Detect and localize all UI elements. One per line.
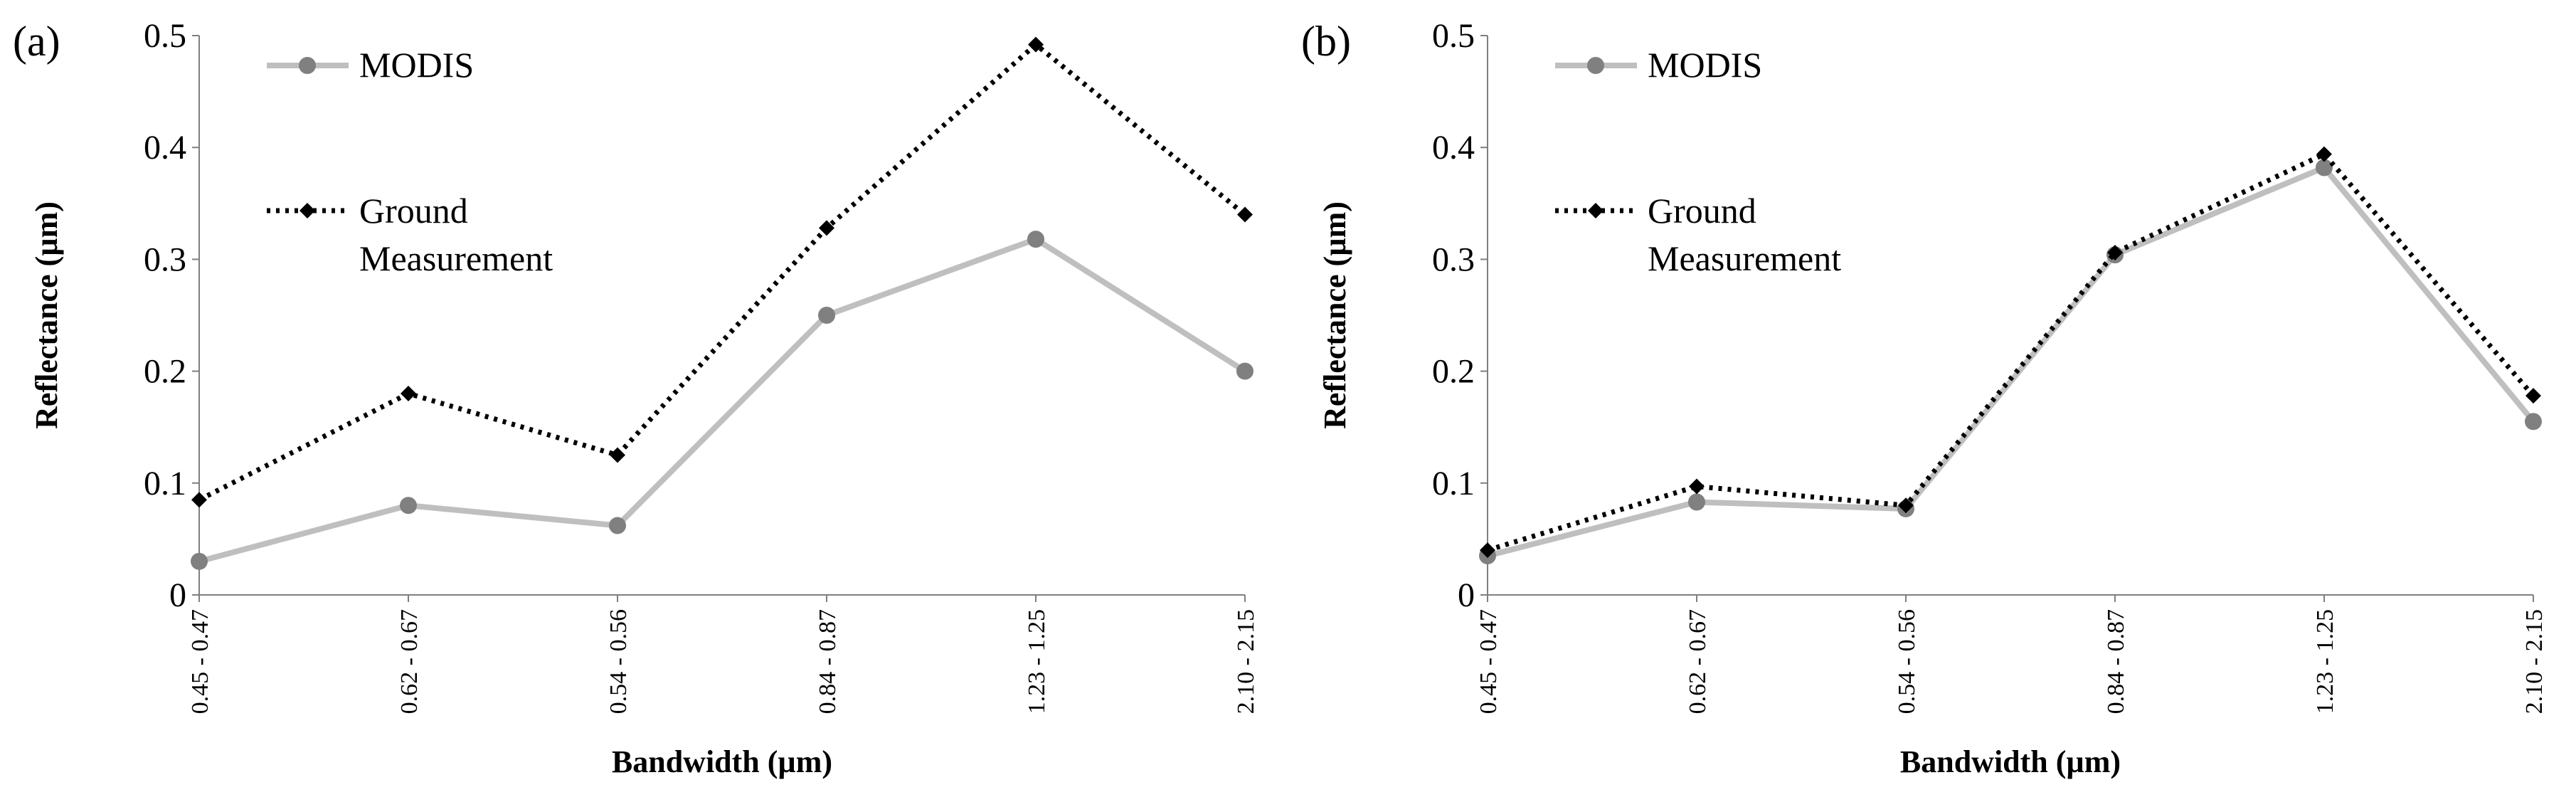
chart-a: (a) 0 0.1 0.2 0.3 0.4 0.5 0.45 - 0.47 0.62 - 0.6… <box>13 17 1259 779</box>
ground-measurement-point <box>819 220 834 236</box>
modis-point <box>2316 159 2333 176</box>
legend-modis-marker <box>1587 57 1604 74</box>
y-tick-label: 0.5 <box>1432 17 1475 55</box>
ground-measurement-point <box>191 492 207 508</box>
ground-measurement-point <box>1237 206 1253 223</box>
y-tick-label: 0.1 <box>1432 465 1475 502</box>
y-tick-label: 0.3 <box>144 241 186 278</box>
legend-ground-label-line1: Ground <box>359 191 468 231</box>
modis-point <box>400 497 417 515</box>
y-tick-label: 0.4 <box>1432 129 1475 167</box>
x-tick-label: 0.45 - 0.47 <box>1475 609 1502 714</box>
modis-point <box>1027 231 1044 248</box>
ground-measurement-point <box>2525 388 2541 404</box>
x-tick-label: 1.23 - 1.25 <box>2312 609 2338 714</box>
legend-ground-label-line2: Measurement <box>359 238 553 278</box>
y-tick-label: 0.5 <box>144 17 186 55</box>
legend-modis-label: MODIS <box>359 45 474 85</box>
modis-point <box>818 307 835 324</box>
legend-ground-label-line1: Ground <box>1648 191 1756 231</box>
y-tick-label: 0.1 <box>144 465 186 502</box>
panel-label-a: (a) <box>13 18 60 65</box>
panel-label-b: (b) <box>1301 18 1351 65</box>
ground-measurement-point <box>610 447 625 463</box>
ground-measurement-point <box>1480 542 1495 559</box>
chart-panel-a: (a) 0 0.1 0.2 0.3 0.4 0.5 0.45 - 0.47 0.62 - 0.6… <box>0 0 1288 798</box>
chart-panel-b: (b) 0 0.1 0.2 0.3 0.4 0.5 0.45 - 0.47 0.62 - 0.6… <box>1288 0 2576 798</box>
x-tick-label: 1.23 - 1.25 <box>1024 609 1050 714</box>
ground-measurement-point <box>1689 478 1705 495</box>
y-tick-label: 0 <box>1458 576 1475 614</box>
x-tick-label: 0.62 - 0.67 <box>396 609 423 714</box>
ground-measurement-point <box>2316 146 2332 162</box>
y-tick-label: 0.4 <box>144 129 186 167</box>
y-tick-label: 0 <box>169 576 186 614</box>
series-line-ground-measurement <box>1486 152 2535 553</box>
x-tick-label: 2.10 - 2.15 <box>1233 609 1259 714</box>
x-tick-label: 0.45 - 0.47 <box>187 609 213 714</box>
chart-b: (b) 0 0.1 0.2 0.3 0.4 0.5 0.45 - 0.47 0.62 - 0.6… <box>1301 17 2548 779</box>
ground-measurement-point <box>2107 244 2123 260</box>
legend-modis-marker <box>299 57 316 74</box>
ground-measurement-point <box>1028 36 1044 53</box>
x-tick-label: 2.10 - 2.15 <box>2521 609 2548 714</box>
modis-point <box>2525 413 2542 431</box>
legend-ground-marker <box>1588 203 1604 218</box>
x-tick-label: 0.54 - 0.56 <box>1894 609 1920 714</box>
x-axis-title: Bandwidth (µm) <box>1900 744 2121 779</box>
y-tick-label: 0.2 <box>144 353 186 391</box>
y-tick-label: 0.2 <box>1432 353 1475 391</box>
legend-ground-label-line2: Measurement <box>1648 238 1841 278</box>
series-line-modis <box>198 236 1247 564</box>
modis-point <box>1688 493 1705 511</box>
series-line-modis <box>1487 164 2536 559</box>
legend-modis-label: MODIS <box>1648 45 1762 85</box>
modis-point <box>609 517 626 534</box>
x-axis-title: Bandwidth (µm) <box>612 744 832 779</box>
ground-measurement-point <box>401 386 416 402</box>
legend-ground-marker <box>300 203 315 218</box>
ground-measurement-point <box>1898 497 1914 514</box>
x-tick-label: 0.54 - 0.56 <box>605 609 632 714</box>
y-axis-title: Reflectance (µm) <box>1318 201 1352 429</box>
x-tick-label: 0.84 - 0.87 <box>2103 609 2129 714</box>
x-tick-label: 0.62 - 0.67 <box>1685 609 1711 714</box>
modis-point <box>1236 362 1253 380</box>
x-tick-label: 0.84 - 0.87 <box>815 609 841 714</box>
y-axis-title: Reflectance (µm) <box>29 201 64 429</box>
modis-point <box>191 552 208 570</box>
series-line-ground-measurement <box>198 42 1247 502</box>
y-tick-label: 0.3 <box>1432 241 1475 278</box>
